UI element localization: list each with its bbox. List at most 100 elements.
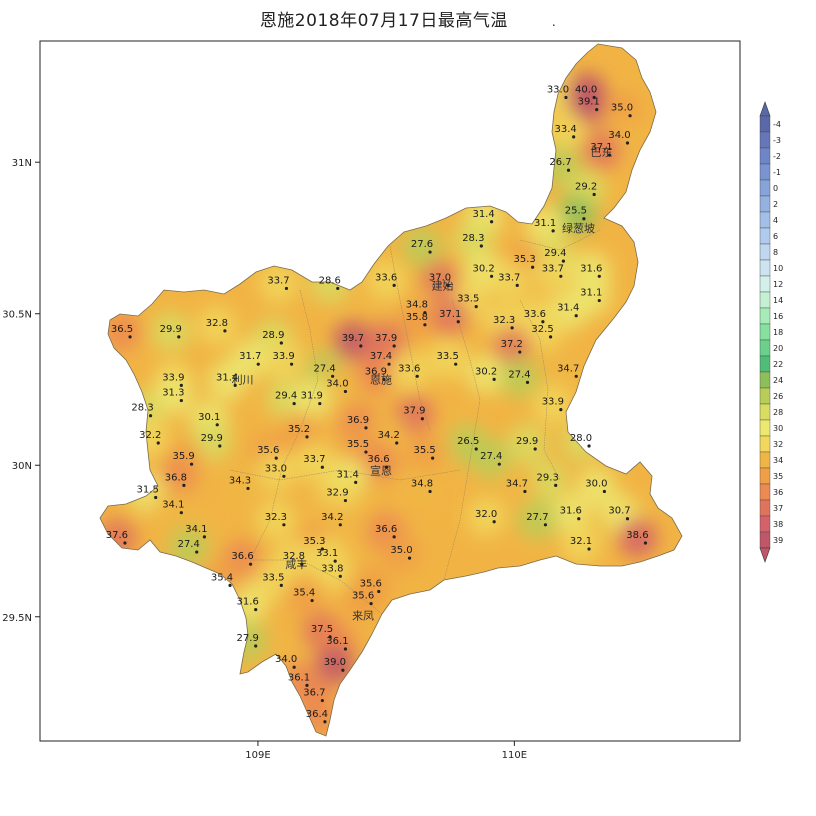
station: 31.6 xyxy=(580,263,602,278)
station: 33.0 xyxy=(547,85,569,100)
temperature-blob xyxy=(255,451,296,492)
temperature-blob xyxy=(381,533,422,574)
station-value: 35.5 xyxy=(347,439,369,450)
station: 29.4 xyxy=(275,391,297,406)
station-dot xyxy=(177,335,181,339)
station: 28.3 xyxy=(131,403,154,418)
temperature-blob xyxy=(196,305,237,346)
station-dot xyxy=(392,344,396,348)
station: 33.7 xyxy=(542,263,564,278)
station-dot xyxy=(218,444,222,448)
station: 35.3 xyxy=(303,536,325,551)
station-dot xyxy=(423,311,427,315)
station-value: 36.1 xyxy=(326,636,348,647)
colorbar-swatch xyxy=(759,451,771,469)
station: 35.6 xyxy=(360,578,382,594)
city-name: 来凤 xyxy=(352,610,374,623)
station-value: 34.0 xyxy=(275,654,297,665)
station-value: 31.7 xyxy=(239,351,261,362)
temperature-blob xyxy=(314,645,355,686)
station-value: 33.1 xyxy=(316,548,338,559)
station-value: 36.4 xyxy=(306,709,328,720)
station: 32.3 xyxy=(493,315,515,330)
station-value: 27.7 xyxy=(526,512,548,523)
station: 35.3 xyxy=(513,254,536,269)
station-value: 27.6 xyxy=(411,239,433,250)
station-value: 33.6 xyxy=(524,309,546,320)
station: 31.3 xyxy=(162,388,184,403)
station: 33.7 xyxy=(303,454,325,469)
temperature-blob xyxy=(545,111,586,152)
temperature-blob xyxy=(581,130,622,171)
temperature-blob xyxy=(343,578,384,619)
station-dot xyxy=(531,265,535,269)
station-dot xyxy=(223,329,227,333)
station: 36.6 xyxy=(231,551,254,566)
station-dot xyxy=(479,244,483,248)
station-dot xyxy=(233,383,237,387)
colorbar-swatch xyxy=(759,323,771,341)
temperature-blob xyxy=(402,227,443,268)
station: 34.0 xyxy=(326,378,349,394)
station-dot xyxy=(279,341,283,345)
station-dot xyxy=(228,583,232,587)
station-value: 28.3 xyxy=(462,233,484,244)
station-dot xyxy=(182,483,186,487)
colorbar-label: -1 xyxy=(773,168,781,177)
y-tick-label: 29.5N xyxy=(2,613,32,624)
station-dot xyxy=(305,435,309,439)
station-value: 36.6 xyxy=(375,524,397,535)
colorbar-label: 14 xyxy=(773,296,783,305)
temperature-blob xyxy=(366,260,407,301)
station-value: 35.6 xyxy=(257,445,279,456)
station-value: 34.1 xyxy=(185,524,207,535)
station-value: 32.2 xyxy=(139,430,161,441)
station: 33.9 xyxy=(162,372,184,387)
temperature-blob xyxy=(527,460,568,501)
station-value: 31.9 xyxy=(301,391,323,402)
station-value: 30.2 xyxy=(472,263,494,274)
station: 26.7 xyxy=(549,157,572,172)
station-value: 28.3 xyxy=(131,403,153,414)
station-dot xyxy=(341,668,345,672)
station-dot xyxy=(489,274,494,278)
station-value: 39.0 xyxy=(324,657,346,668)
station: 28.9 xyxy=(262,330,284,345)
station-dot xyxy=(336,286,340,291)
temperature-blob xyxy=(453,221,494,261)
county-line xyxy=(519,229,601,251)
station-dot xyxy=(587,547,591,551)
colorbar-label: 30 xyxy=(773,424,783,433)
station-dot xyxy=(474,305,478,309)
station: 31.4 xyxy=(472,209,495,224)
station-value: 34.3 xyxy=(229,475,251,486)
station-value: 36.6 xyxy=(367,454,389,465)
station-dot xyxy=(364,426,368,430)
station-dot xyxy=(523,489,527,494)
temperature-blob xyxy=(102,311,143,352)
station: 38.6 xyxy=(626,530,649,545)
station: 29.2 xyxy=(575,181,597,197)
station-value: 31.4 xyxy=(472,209,494,220)
station: 34.8 xyxy=(411,478,433,494)
station-dot xyxy=(369,601,373,606)
station: 27.4 xyxy=(313,363,336,378)
station-value: 34.7 xyxy=(557,363,579,374)
station-value: 33.0 xyxy=(547,85,569,96)
temperature-blob xyxy=(507,424,548,465)
temperature-blob xyxy=(522,311,563,352)
temperature-blob xyxy=(427,339,468,380)
station-value: 26.7 xyxy=(549,157,571,168)
station-dot xyxy=(625,517,630,521)
temperature-blob xyxy=(258,263,299,304)
city-name: 建始 xyxy=(432,278,454,292)
x-tick-label: 110E xyxy=(502,750,527,761)
station-dot xyxy=(156,441,160,445)
station-value: 32.3 xyxy=(493,315,515,326)
station-dot xyxy=(551,229,555,233)
temperature-blob xyxy=(358,442,399,483)
station: 33.1 xyxy=(316,548,338,563)
station: 33.5 xyxy=(457,294,479,309)
station-dot xyxy=(310,598,314,603)
temperature-blob xyxy=(291,378,332,419)
